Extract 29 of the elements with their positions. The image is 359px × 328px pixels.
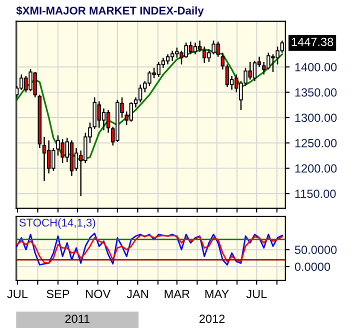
x-tick-label: SEP <box>46 290 70 298</box>
x-tick-label: MAY <box>205 290 229 298</box>
y-tick-label: 1250.00 <box>295 138 337 148</box>
y-tick-label: 1400.00 <box>295 62 337 72</box>
candlestick <box>225 64 230 88</box>
candlestick <box>166 54 170 66</box>
candlestick <box>102 108 106 131</box>
y-tick-label: 50.0000 <box>294 246 337 254</box>
x-tick-label: NOV <box>86 290 111 298</box>
chart-title: STOCH(14,1,3) <box>19 218 96 229</box>
candlestick <box>220 52 225 70</box>
y-tick-label: 1200.00 <box>295 164 337 173</box>
text: 2011 <box>65 314 90 323</box>
text: 2012 <box>200 314 225 323</box>
candlestick <box>42 136 46 182</box>
candlestick <box>252 60 257 82</box>
y-tick-label: 1300.00 <box>295 114 337 122</box>
text: 1447.38 <box>292 38 334 46</box>
x-tick-label: JUL <box>246 290 267 298</box>
candlestick <box>198 40 202 52</box>
y-tick-label: 1350.00 <box>295 88 337 97</box>
candlestick <box>106 109 110 134</box>
y-tick-label: 0.0000 <box>294 262 330 271</box>
x-tick-label: MAR <box>164 290 190 298</box>
chart-title: $XMI-MAJOR MARKET INDEX-Daily <box>16 6 204 17</box>
y-tick-label: 1150.00 <box>295 190 336 198</box>
x-tick-label: JAN <box>126 290 148 298</box>
x-tick-label: JUL <box>7 290 28 298</box>
candlestick <box>193 42 198 55</box>
